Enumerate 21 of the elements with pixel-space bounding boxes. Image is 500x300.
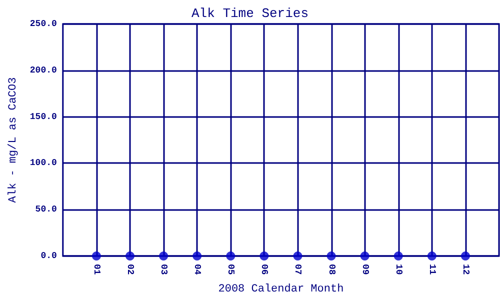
x-tick-label: 01 [91, 264, 102, 276]
x-tick-label: 02 [124, 264, 135, 275]
y-tick-label: 200.0 [30, 65, 57, 76]
y-tick-label: 100.0 [30, 158, 57, 168]
y-tick-label: 0.0 [40, 251, 57, 261]
x-tick-label: 09 [360, 264, 370, 275]
x-tick-label: 11 [426, 264, 437, 276]
x-axis-title: 2008 Calendar Month [218, 284, 344, 296]
x-tick-label: 07 [292, 264, 303, 275]
x-tick-label: 03 [158, 264, 169, 275]
y-axis-title: Alk - mg/L as CaCO3 [8, 77, 20, 203]
y-tick-label: 250.0 [30, 19, 57, 29]
y-tick-label: 150.0 [30, 112, 57, 122]
x-tick-label: 12 [460, 264, 470, 275]
x-tick-label: 05 [226, 264, 236, 275]
x-tick-label: 10 [393, 264, 404, 275]
x-tick-label: 04 [192, 264, 202, 276]
x-tick-label: 08 [326, 264, 336, 275]
y-tick-label: 50.0 [35, 204, 57, 215]
chart-title: Alk Time Series [191, 6, 309, 21]
x-tick-label: 06 [259, 264, 270, 275]
